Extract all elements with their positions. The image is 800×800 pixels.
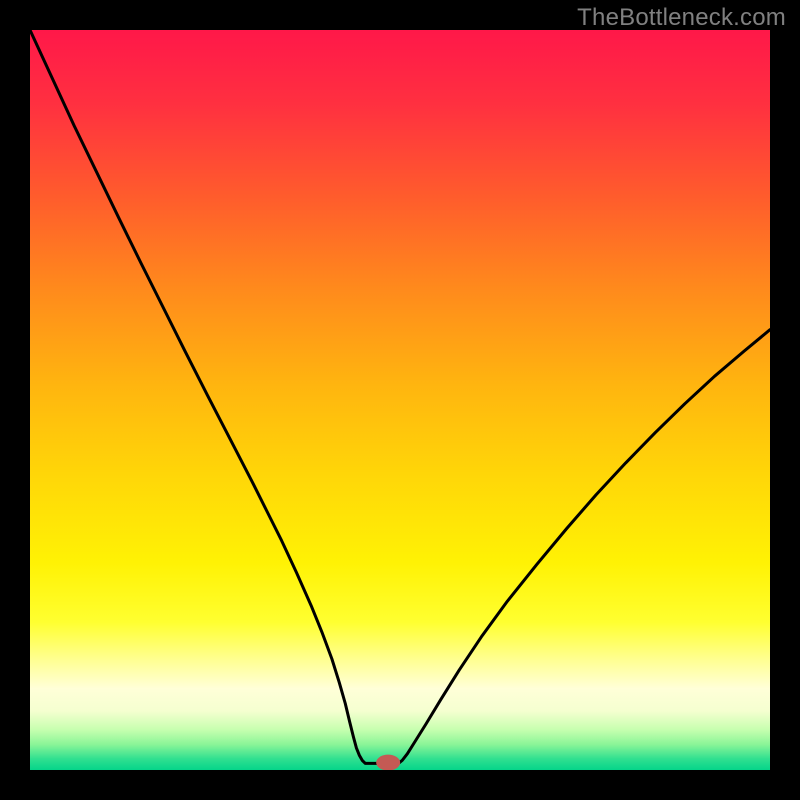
watermark-text: TheBottleneck.com xyxy=(577,4,786,32)
plot-area xyxy=(30,30,770,770)
minimum-marker xyxy=(376,755,400,770)
gradient-background xyxy=(30,30,770,770)
chart-frame: TheBottleneck.com xyxy=(0,0,800,800)
plot-svg xyxy=(30,30,770,770)
